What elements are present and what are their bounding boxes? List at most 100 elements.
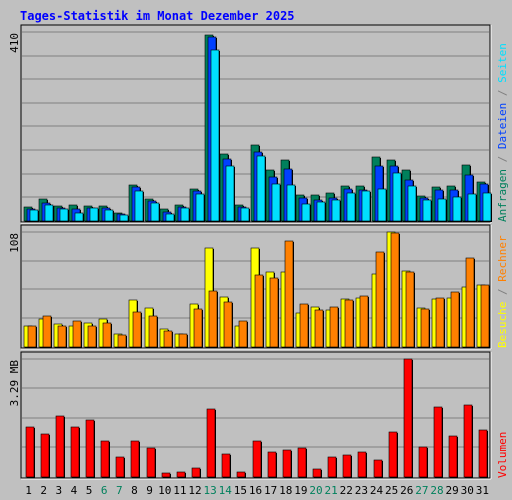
bar-volumen-day-4	[70, 426, 80, 478]
x-tick-label-day-16: 16	[249, 484, 262, 497]
bar-rechner-day-31	[480, 284, 490, 348]
bar-seiten-day-24	[377, 188, 387, 222]
legend-label: Seiten	[496, 43, 509, 83]
bar-seiten-day-30	[467, 193, 477, 222]
x-tick-label-day-31: 31	[476, 484, 489, 497]
bar-rechner-day-9	[148, 315, 158, 348]
bar-seiten-day-28	[437, 198, 447, 222]
series-legend-labels: Anfragen / Dateien / Seiten Besuche / Rec…	[496, 43, 509, 478]
bar-seiten-day-22	[346, 192, 356, 222]
bar-rechner-day-27	[420, 308, 430, 348]
x-tick-label-day-19: 19	[294, 484, 307, 497]
bar-rechner-day-23	[359, 295, 369, 348]
x-tick-label-day-30: 30	[461, 484, 474, 497]
y-max-label-bottom: 3.29 MB	[8, 360, 21, 407]
x-tick-label-day-13: 13	[203, 484, 216, 497]
legend-label: Besuche	[496, 302, 509, 348]
bar-rechner-day-24	[375, 251, 385, 348]
bar-rechner-day-20	[314, 309, 324, 348]
bar-rechner-day-15	[238, 320, 248, 348]
x-tick-label-day-28: 28	[430, 484, 443, 497]
y-axis-max-labels: 410 108 3.29 MB	[8, 33, 21, 406]
bar-seiten-day-11	[180, 207, 190, 222]
bar-volumen-day-28	[433, 406, 443, 478]
bar-volumen-day-3	[55, 415, 65, 478]
bar-volumen-day-9	[146, 447, 156, 478]
x-tick-label-day-25: 25	[385, 484, 398, 497]
bar-volumen-day-23	[357, 451, 367, 478]
bar-volumen-day-8	[130, 440, 140, 478]
chart-bars	[23, 34, 492, 478]
x-axis-day-labels: 1 2 3 4 5 6 7 8 9 10 11 12 13 14 15 16 17 18 19 20 21 22 23 24 2…	[25, 484, 489, 497]
bar-seiten-day-9	[150, 202, 160, 222]
x-tick-label-day-3: 3	[56, 484, 63, 497]
bar-seiten-day-17	[271, 183, 281, 222]
bar-rechner-day-26	[405, 271, 415, 348]
bar-seiten-day-7	[119, 214, 129, 222]
bar-volumen-day-2	[40, 433, 50, 478]
bar-seiten-day-16	[256, 155, 266, 222]
bar-volumen-day-1	[25, 426, 35, 478]
bar-volumen-day-14	[221, 453, 231, 478]
bar-seiten-day-3	[59, 208, 69, 222]
legend-label: /	[496, 282, 509, 302]
bar-rechner-day-13	[208, 290, 218, 348]
bar-rechner-day-6	[102, 322, 112, 348]
bar-rechner-day-3	[57, 325, 67, 348]
x-tick-label-day-12: 12	[188, 484, 201, 497]
x-tick-label-day-20: 20	[309, 484, 322, 497]
legend-label: Volumen	[496, 432, 509, 478]
y-max-label-top: 410	[8, 33, 21, 53]
bar-seiten-day-1	[29, 209, 39, 222]
bar-rechner-day-7	[117, 334, 127, 348]
x-tick-label-day-9: 9	[146, 484, 153, 497]
y-max-label-middle: 108	[8, 233, 21, 253]
legend-label: /	[496, 83, 509, 103]
bar-seiten-day-15	[240, 207, 250, 222]
bar-volumen-day-26	[403, 358, 413, 478]
x-tick-label-day-21: 21	[325, 484, 338, 497]
bar-seiten-day-20	[316, 201, 326, 222]
bar-volumen-day-19	[297, 447, 307, 478]
x-tick-label-day-29: 29	[446, 484, 459, 497]
x-tick-label-day-14: 14	[219, 484, 233, 497]
bar-rechner-day-10	[163, 330, 173, 348]
bar-rechner-day-28	[435, 297, 445, 348]
bar-seiten-day-6	[104, 209, 114, 222]
bar-volumen-day-18	[282, 449, 292, 478]
x-tick-label-day-2: 2	[40, 484, 47, 497]
bar-volumen-day-30	[463, 404, 473, 478]
legend-label: Rechner	[496, 235, 509, 282]
x-tick-label-day-6: 6	[101, 484, 108, 497]
bar-rechner-day-1	[27, 325, 37, 348]
bar-seiten-day-31	[482, 192, 492, 222]
bar-volumen-day-31	[478, 429, 488, 478]
bar-seiten-day-18	[286, 184, 296, 222]
bar-volumen-day-29	[448, 435, 458, 478]
bar-seiten-day-29	[452, 196, 462, 222]
bar-volumen-day-20	[312, 468, 322, 478]
bar-rechner-day-25	[390, 232, 400, 348]
bar-rechner-day-4	[72, 320, 82, 348]
bar-seiten-day-26	[407, 185, 417, 222]
bar-rechner-day-30	[465, 257, 475, 348]
bar-rechner-day-16	[254, 274, 264, 348]
bar-rechner-day-18	[284, 240, 294, 348]
bar-seiten-day-12	[195, 193, 205, 222]
x-tick-label-day-10: 10	[158, 484, 171, 497]
x-tick-label-day-5: 5	[86, 484, 93, 497]
bar-volumen-day-25	[388, 431, 398, 478]
x-tick-label-day-18: 18	[279, 484, 292, 497]
x-tick-label-day-27: 27	[415, 484, 428, 497]
bar-seiten-day-5	[89, 207, 99, 222]
bar-volumen-day-6	[100, 440, 110, 478]
bar-rechner-day-21	[329, 306, 339, 348]
bar-seiten-day-10	[165, 213, 175, 222]
x-tick-label-day-24: 24	[370, 484, 384, 497]
bar-seiten-day-19	[301, 203, 311, 222]
x-tick-label-day-17: 17	[264, 484, 277, 497]
x-tick-label-day-1: 1	[25, 484, 32, 497]
bar-rechner-day-5	[87, 325, 97, 348]
